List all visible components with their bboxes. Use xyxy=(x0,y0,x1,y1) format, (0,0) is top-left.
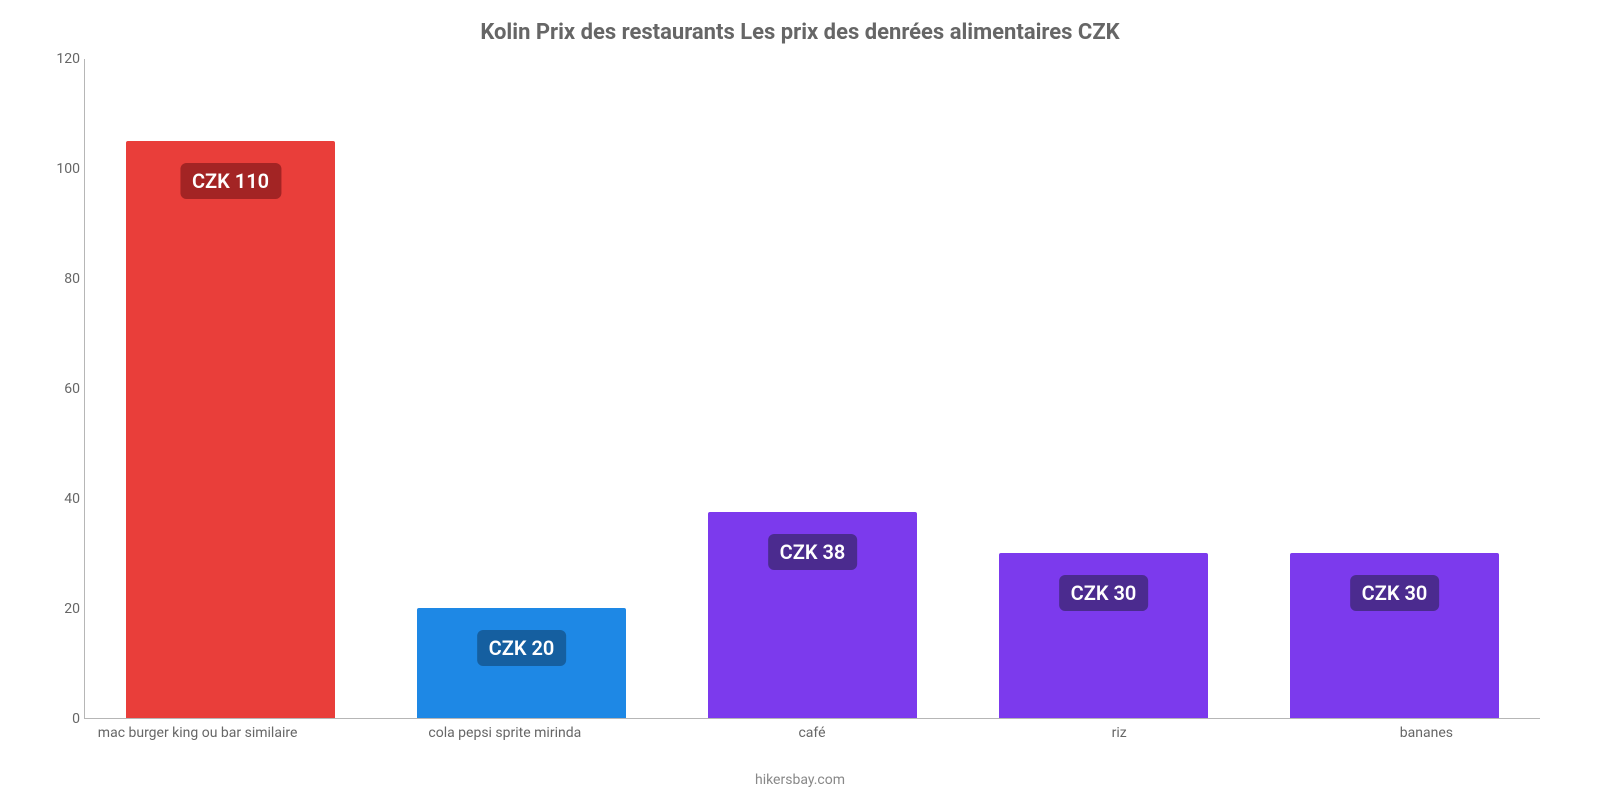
bar-slot: CZK 38 xyxy=(667,59,958,718)
x-tick-label: cola pepsi sprite mirinda xyxy=(351,725,658,741)
bar-value-label: CZK 30 xyxy=(1350,575,1440,611)
bar-slot: CZK 30 xyxy=(1249,59,1540,718)
y-tick-label: 80 xyxy=(40,271,80,287)
x-tick-label: riz xyxy=(966,725,1273,741)
bar-value-label: CZK 110 xyxy=(180,163,281,199)
y-tick-label: 120 xyxy=(40,51,80,67)
chart-footer: hikersbay.com xyxy=(0,772,1600,788)
y-tick-label: 100 xyxy=(40,161,80,177)
bar-slot: CZK 20 xyxy=(376,59,667,718)
bar xyxy=(126,141,336,718)
x-tick-label: mac burger king ou bar similaire xyxy=(44,725,351,741)
x-axis-labels: mac burger king ou bar similairecola pep… xyxy=(44,725,1580,741)
chart-container: Kolin Prix des restaurants Les prix des … xyxy=(0,0,1600,800)
y-tick-label: 60 xyxy=(40,381,80,397)
bars-layer: CZK 110 CZK 20 CZK 38 CZK 30 CZK 30 xyxy=(85,59,1540,718)
bar-slot: CZK 30 xyxy=(958,59,1249,718)
y-tick-label: 40 xyxy=(40,491,80,507)
y-axis-ticks: 020406080100120 xyxy=(40,59,80,719)
plot-area: 020406080100120 CZK 110CZK 20CZK 38CZK 3… xyxy=(84,59,1540,719)
y-tick-label: 20 xyxy=(40,601,80,617)
x-tick-label: café xyxy=(658,725,965,741)
chart-title: Kolin Prix des restaurants Les prix des … xyxy=(40,20,1560,45)
bar-value-label: CZK 38 xyxy=(768,534,858,570)
bar-value-label: CZK 20 xyxy=(477,630,567,666)
x-tick-label: bananes xyxy=(1273,725,1580,741)
plot-frame: CZK 110 CZK 20 CZK 38 CZK 30 CZK 30 xyxy=(84,59,1540,719)
bar-slot: CZK 110 xyxy=(85,59,376,718)
bar-value-label: CZK 30 xyxy=(1059,575,1149,611)
